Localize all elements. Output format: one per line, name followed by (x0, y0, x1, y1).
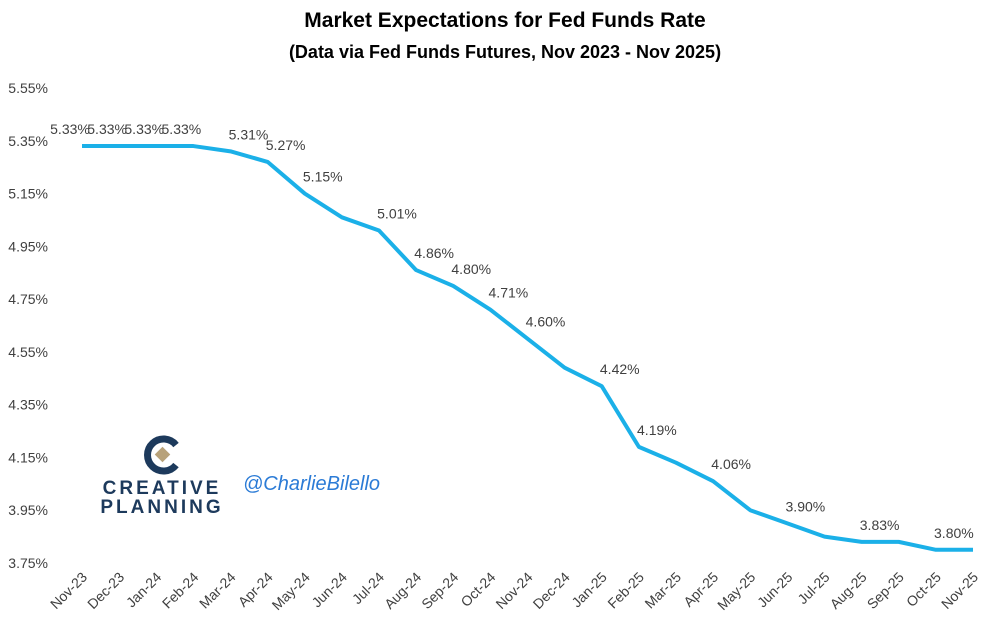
data-label: 4.42% (600, 361, 640, 377)
x-tick-label: Nov-25 (938, 569, 981, 612)
x-tick-label: Dec-23 (84, 569, 127, 612)
y-tick-label: 3.95% (8, 502, 48, 518)
data-label: 3.90% (786, 498, 826, 514)
handle: @CharlieBilello (243, 473, 380, 495)
x-tick-label: May-24 (269, 569, 313, 613)
x-tick-label: May-25 (714, 569, 758, 613)
data-label: 4.19% (637, 422, 677, 438)
chart-subtitle: (Data via Fed Funds Futures, Nov 2023 - … (289, 42, 721, 62)
x-tick-label: Oct-24 (457, 569, 498, 610)
data-label: 3.80% (934, 525, 974, 541)
y-tick-label: 4.35% (8, 397, 48, 413)
x-tick-label: Aug-24 (381, 569, 424, 612)
data-label: 5.33% (50, 121, 90, 137)
y-tick-label: 4.15% (8, 449, 48, 465)
data-label: 3.83% (860, 517, 900, 533)
data-label: 4.60% (526, 314, 566, 330)
x-tick-label: Mar-24 (196, 569, 239, 612)
x-tick-label: Oct-25 (903, 569, 944, 610)
x-tick-label: Sep-25 (864, 569, 907, 612)
x-tick-label: Dec-24 (530, 569, 573, 612)
x-tick-label: Jun-24 (308, 569, 350, 611)
brand-line: PLANNING (100, 497, 223, 518)
data-label: 5.01% (377, 206, 417, 222)
x-tick-label: Aug-25 (827, 569, 870, 612)
data-label: 5.33% (124, 121, 164, 137)
y-tick-label: 5.55% (8, 80, 48, 96)
data-label: 5.33% (162, 121, 202, 137)
data-label: 4.06% (711, 456, 751, 472)
data-label: 4.86% (414, 245, 454, 261)
x-tick-label: Jan-24 (123, 569, 165, 611)
x-tick-label: Feb-25 (604, 569, 647, 612)
x-tick-label: Jun-25 (754, 569, 796, 611)
line (82, 144, 973, 552)
y-tick-label: 5.15% (8, 186, 48, 202)
x-tick-label: Jan-25 (568, 569, 610, 611)
y-tick-label: 5.35% (8, 133, 48, 149)
y-tick-label: 3.75% (8, 555, 48, 571)
chart-title: Market Expectations for Fed Funds Rate (304, 9, 705, 32)
brand-line: CREATIVE (103, 478, 222, 499)
logo-icon (144, 435, 179, 475)
x-tick-label: Nov-23 (47, 569, 90, 612)
data-label: 4.80% (451, 261, 491, 277)
x-tick-label: Nov-24 (492, 569, 535, 612)
x-tick-label: Feb-24 (159, 569, 202, 612)
y-tick-label: 4.75% (8, 291, 48, 307)
data-label: 5.31% (229, 126, 269, 142)
x-tick-label: Sep-24 (418, 569, 461, 612)
y-tick-label: 4.55% (8, 344, 48, 360)
data-label: 5.33% (87, 121, 127, 137)
data-label: 4.71% (489, 285, 529, 301)
data-label: 5.15% (303, 169, 343, 185)
x-tick-label: Mar-25 (641, 569, 684, 612)
data-label: 5.27% (266, 137, 306, 153)
y-tick-label: 4.95% (8, 238, 48, 254)
